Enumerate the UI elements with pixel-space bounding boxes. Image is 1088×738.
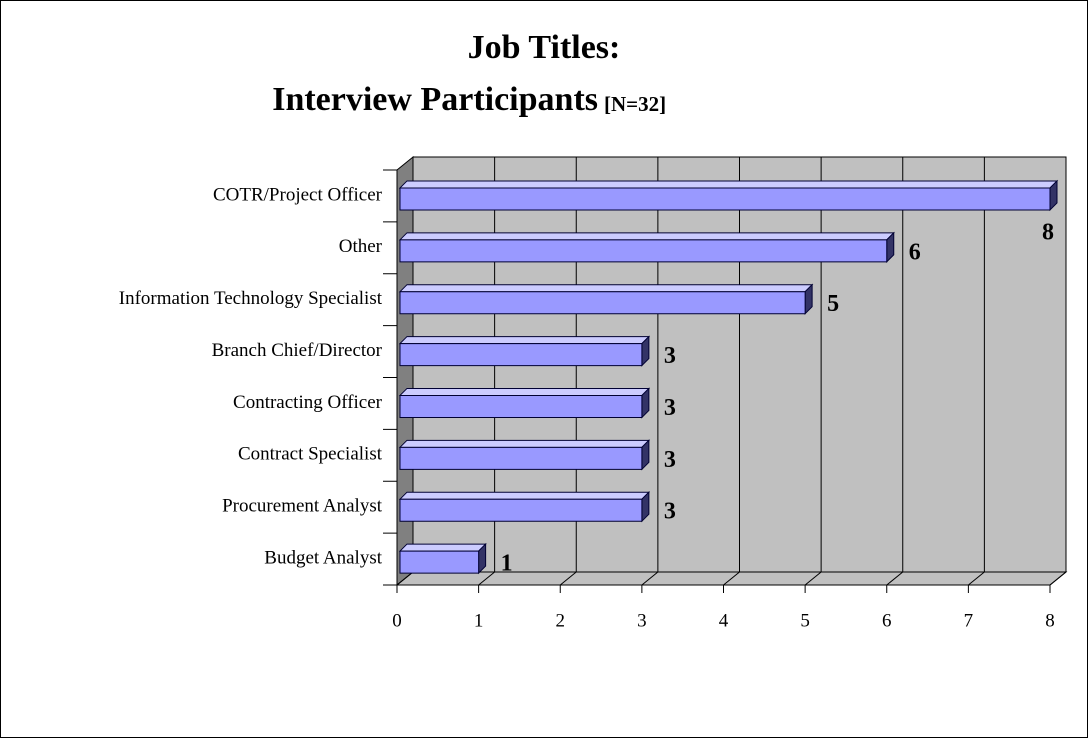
bar-front <box>399 187 1051 211</box>
bar-top <box>398 491 651 500</box>
grid-line <box>968 571 985 586</box>
bar-front <box>399 394 643 418</box>
y-tick-label: Branch Chief/Director <box>212 340 383 361</box>
y-tick-label: Budget Analyst <box>264 547 382 568</box>
bar-front <box>399 343 643 367</box>
bar <box>398 283 814 315</box>
data-label: 1 <box>501 551 513 577</box>
x-tick-label: 7 <box>964 610 974 631</box>
bar-front <box>399 291 806 315</box>
data-label: 3 <box>664 447 676 473</box>
bar-top <box>398 180 1059 189</box>
data-label: 5 <box>827 291 839 317</box>
chart-subtitle: [N=32] <box>604 92 666 116</box>
bar <box>398 231 895 264</box>
y-tick-label: Contract Specialist <box>238 444 383 465</box>
grid-line <box>396 571 414 586</box>
chart-title: Job Titles: <box>468 29 621 66</box>
bar-top <box>398 387 651 396</box>
data-label: 8 <box>1042 219 1054 245</box>
x-tick-label: 2 <box>556 610 566 631</box>
bar-top <box>398 284 814 293</box>
bar <box>398 542 487 575</box>
bar-top <box>398 439 651 448</box>
grid-line <box>559 571 577 586</box>
x-tick-label: 4 <box>719 610 729 631</box>
chart-title: Interview Participants <box>272 81 598 118</box>
x-tick-label: 0 <box>392 610 402 631</box>
grid-line <box>723 571 740 586</box>
bar-front <box>399 498 643 522</box>
x-tick-label: 8 <box>1045 610 1055 631</box>
bar-top <box>398 543 487 552</box>
data-label: 3 <box>664 343 676 369</box>
bar <box>398 490 651 523</box>
y-tick-label: Information Technology Specialist <box>119 288 383 309</box>
grid-line <box>804 571 822 586</box>
bar-top <box>398 232 895 241</box>
bar-top <box>398 336 651 345</box>
bar-front <box>399 446 643 470</box>
y-tick-label: Contracting Officer <box>233 392 383 413</box>
bar <box>398 179 1059 212</box>
bar <box>398 387 651 419</box>
y-tick-label: Other <box>339 236 383 257</box>
grid-line <box>1049 571 1067 586</box>
bar-front <box>399 550 480 574</box>
grid-line <box>886 571 904 586</box>
data-label: 6 <box>909 239 921 265</box>
data-label: 3 <box>664 499 676 525</box>
y-tick-label: COTR/Project Officer <box>213 184 383 205</box>
grid-line <box>641 571 659 586</box>
x-tick-label: 1 <box>474 610 484 631</box>
x-tick-label: 3 <box>637 610 647 631</box>
x-tick-label: 6 <box>882 610 892 631</box>
x-tick-label: 5 <box>800 610 810 631</box>
data-label: 3 <box>664 395 676 421</box>
bar <box>398 335 651 367</box>
y-tick-label: Procurement Analyst <box>222 496 383 517</box>
grid-line <box>478 571 495 586</box>
bar <box>398 439 651 471</box>
bar-front <box>399 239 888 263</box>
